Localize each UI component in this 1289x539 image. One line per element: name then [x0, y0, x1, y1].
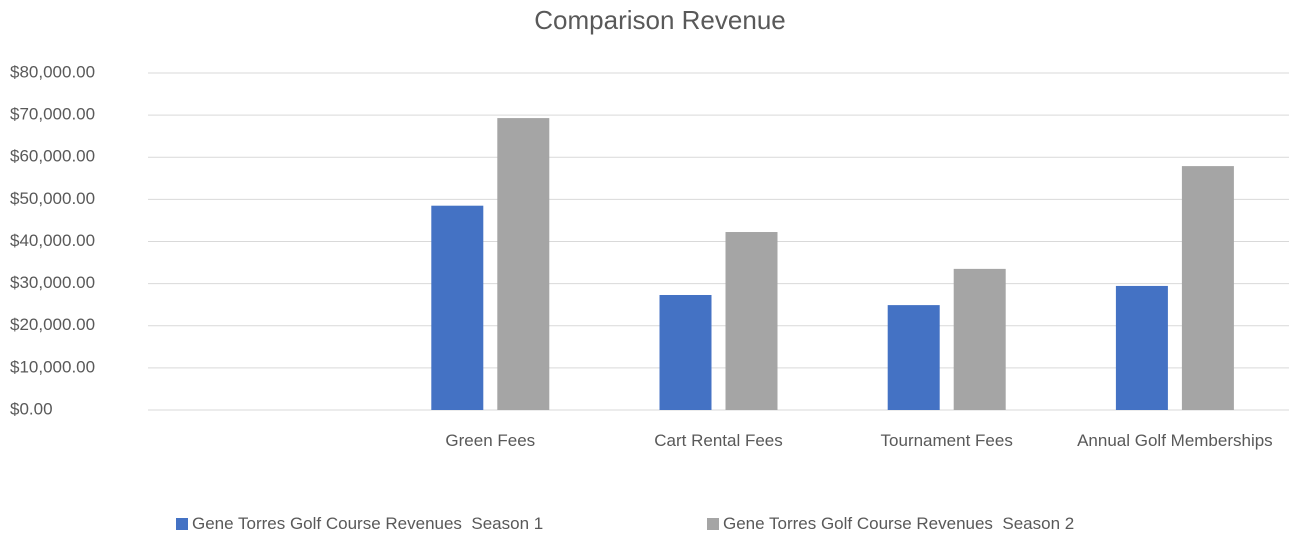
- y-tick-label: $50,000.00: [10, 189, 95, 208]
- x-tick-label: Annual Golf Memberships: [1077, 431, 1273, 450]
- bar: [725, 232, 778, 410]
- y-tick-label: $20,000.00: [10, 315, 95, 334]
- bar: [1115, 285, 1168, 410]
- y-tick-label: $10,000.00: [10, 357, 95, 376]
- y-tick-label: $0.00: [10, 399, 53, 418]
- x-tick-label: Green Fees: [445, 431, 536, 450]
- x-tick-label: Tournament Fees: [880, 431, 1013, 450]
- bar: [497, 118, 550, 410]
- legend-label: Gene Torres Golf Course Revenues Season …: [192, 514, 544, 533]
- legend-label: Gene Torres Golf Course Revenues Season …: [723, 514, 1075, 533]
- y-tick-label: $60,000.00: [10, 147, 95, 166]
- bar: [1181, 166, 1234, 410]
- legend-item: Gene Torres Golf Course Revenues Season …: [707, 514, 1074, 534]
- x-tick-label: Cart Rental Fees: [654, 431, 783, 450]
- legend-swatch: [707, 518, 719, 530]
- y-tick-label: $80,000.00: [10, 62, 95, 81]
- y-tick-label: $40,000.00: [10, 231, 95, 250]
- bar: [887, 305, 940, 410]
- y-tick-label: $70,000.00: [10, 105, 95, 124]
- bar: [953, 268, 1006, 410]
- legend-swatch: [176, 518, 188, 530]
- legend-item: Gene Torres Golf Course Revenues Season …: [176, 514, 543, 534]
- y-tick-label: $30,000.00: [10, 273, 95, 292]
- chart-title: Comparison Revenue: [534, 5, 785, 35]
- bar: [659, 294, 712, 410]
- bar: [431, 205, 484, 410]
